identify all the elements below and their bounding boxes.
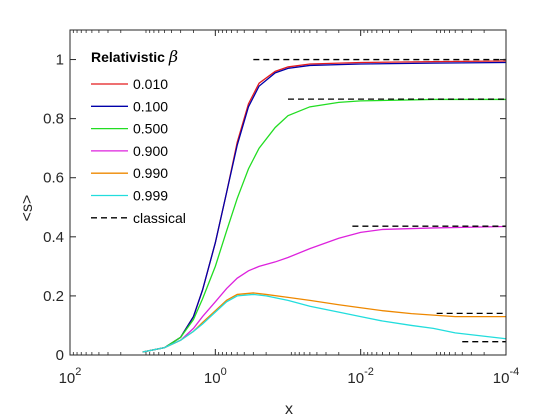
axes: 102 100 10-2 10-4 0 0.2 0.4 0.6 0.8 1 bbox=[43, 29, 519, 387]
legend-title: Relativistic β bbox=[91, 47, 178, 66]
x-tick-label: 102 bbox=[59, 366, 82, 387]
y-axis-label: <s> bbox=[19, 195, 36, 222]
x-axis-label: x bbox=[285, 401, 293, 418]
x-tick-label: 100 bbox=[204, 366, 227, 387]
plot-lines bbox=[142, 58, 507, 353]
series-line-5 bbox=[142, 293, 507, 353]
y-tick-label: 1 bbox=[56, 52, 64, 69]
series-line-3 bbox=[142, 225, 507, 353]
x-tick-label: 10-4 bbox=[493, 366, 519, 387]
legend-label: 0.100 bbox=[133, 98, 168, 114]
legend-label: 0.999 bbox=[133, 188, 168, 204]
legend-label: 0.010 bbox=[133, 76, 168, 92]
axes-box bbox=[69, 29, 507, 356]
x-tick-label: 10-2 bbox=[347, 366, 373, 387]
legend-label: classical bbox=[133, 210, 186, 226]
series-line-4 bbox=[142, 292, 506, 353]
legend-label: 0.500 bbox=[133, 121, 168, 137]
y-tick-label: 0.4 bbox=[43, 229, 64, 246]
legend: Relativistic β 0.010 0.100 0.500 0.900 0.990 0… bbox=[91, 47, 186, 226]
legend-label: 0.990 bbox=[133, 165, 168, 181]
y-tick-label: 0.8 bbox=[43, 111, 64, 128]
y-tick-label: 0.2 bbox=[43, 288, 64, 305]
series-line-1 bbox=[142, 61, 507, 353]
legend-label: 0.900 bbox=[133, 143, 168, 159]
y-tick-label: 0 bbox=[56, 347, 64, 364]
y-tick-label: 0.6 bbox=[43, 170, 64, 187]
series-line-2 bbox=[142, 98, 506, 353]
